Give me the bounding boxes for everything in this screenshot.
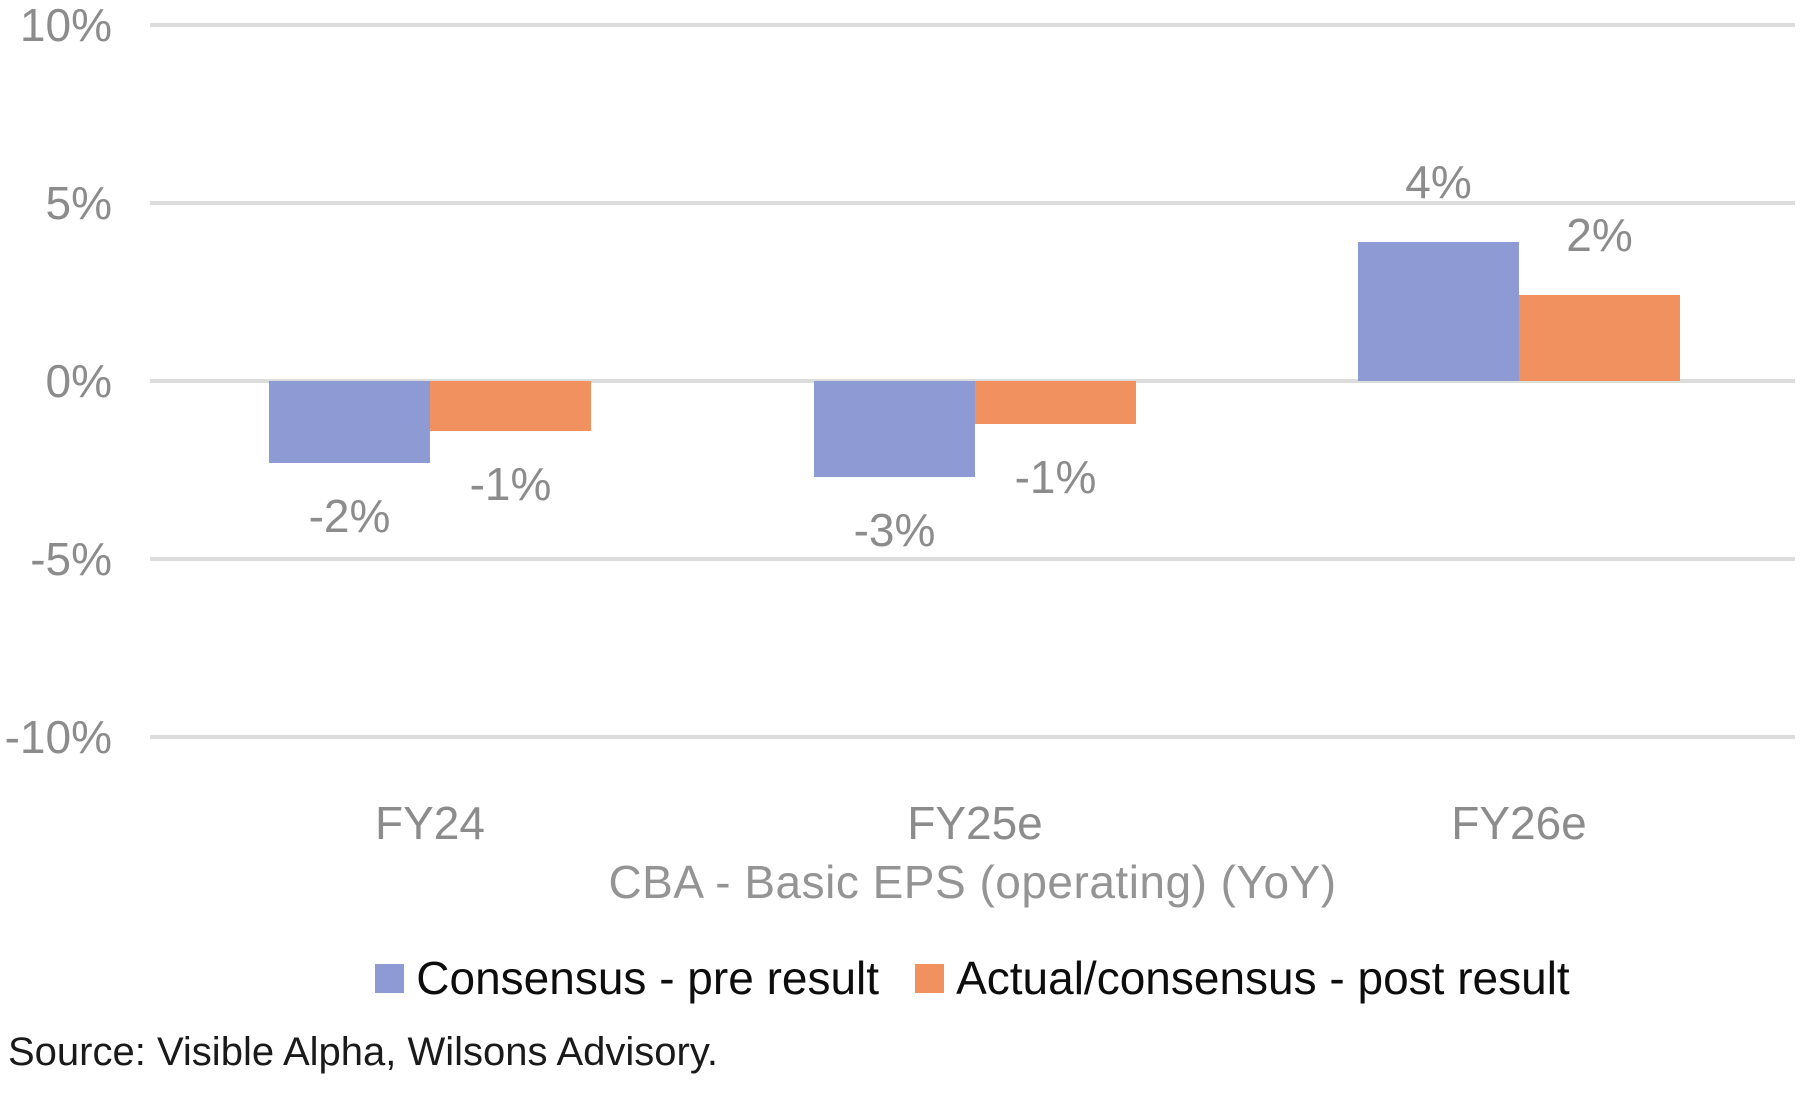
data-label-fy25e-series2: -1%	[1014, 450, 1097, 503]
y-tick-label: 5%	[45, 176, 112, 229]
bar-fy25e-series2	[975, 381, 1136, 424]
legend-item-consensus-pre: Consensus - pre result	[375, 953, 879, 1003]
legend: Consensus - pre result Actual/consensus …	[150, 953, 1795, 1003]
legend-swatch-consensus-pre	[375, 963, 405, 993]
x-category-label-fy26e: FY26e	[1451, 797, 1587, 849]
y-tick-label: 10%	[19, 0, 112, 51]
legend-item-actual-post: Actual/consensus - post result	[915, 953, 1570, 1003]
gridline-10%	[150, 22, 1795, 27]
y-tick-label: -10%	[4, 711, 112, 764]
data-label-fy26e-series2: 2%	[1566, 209, 1633, 262]
bar-fy26e-series1	[1358, 242, 1519, 381]
gridline-5%	[150, 200, 1795, 205]
source-note: Source: Visible Alpha, Wilsons Advisory.	[8, 1030, 718, 1074]
x-category-label-fy25e: FY25e	[907, 797, 1043, 849]
x-category-label-fy24: FY24	[375, 797, 485, 849]
bar-fy24-series2	[430, 381, 591, 431]
gridline--10%	[150, 735, 1795, 740]
data-label-fy24-series1: -2%	[308, 489, 391, 542]
data-label-fy25e-series1: -3%	[853, 504, 936, 557]
legend-label-consensus-pre: Consensus - pre result	[416, 952, 880, 1004]
bar-fy24-series1	[269, 381, 430, 463]
bar-fy25e-series1	[814, 381, 975, 478]
data-label-fy26e-series1: 4%	[1405, 156, 1472, 208]
data-label-fy24-series2: -1%	[469, 457, 552, 510]
legend-swatch-actual-post	[915, 963, 945, 993]
y-tick-label: 0%	[45, 355, 112, 407]
bar-fy26e-series2	[1519, 295, 1680, 381]
legend-label-actual-post: Actual/consensus - post result	[956, 952, 1570, 1004]
chart-title: CBA - Basic EPS (operating) (YoY)	[608, 856, 1337, 908]
y-tick-label: -5%	[30, 533, 112, 586]
gridline--5%	[150, 557, 1795, 562]
